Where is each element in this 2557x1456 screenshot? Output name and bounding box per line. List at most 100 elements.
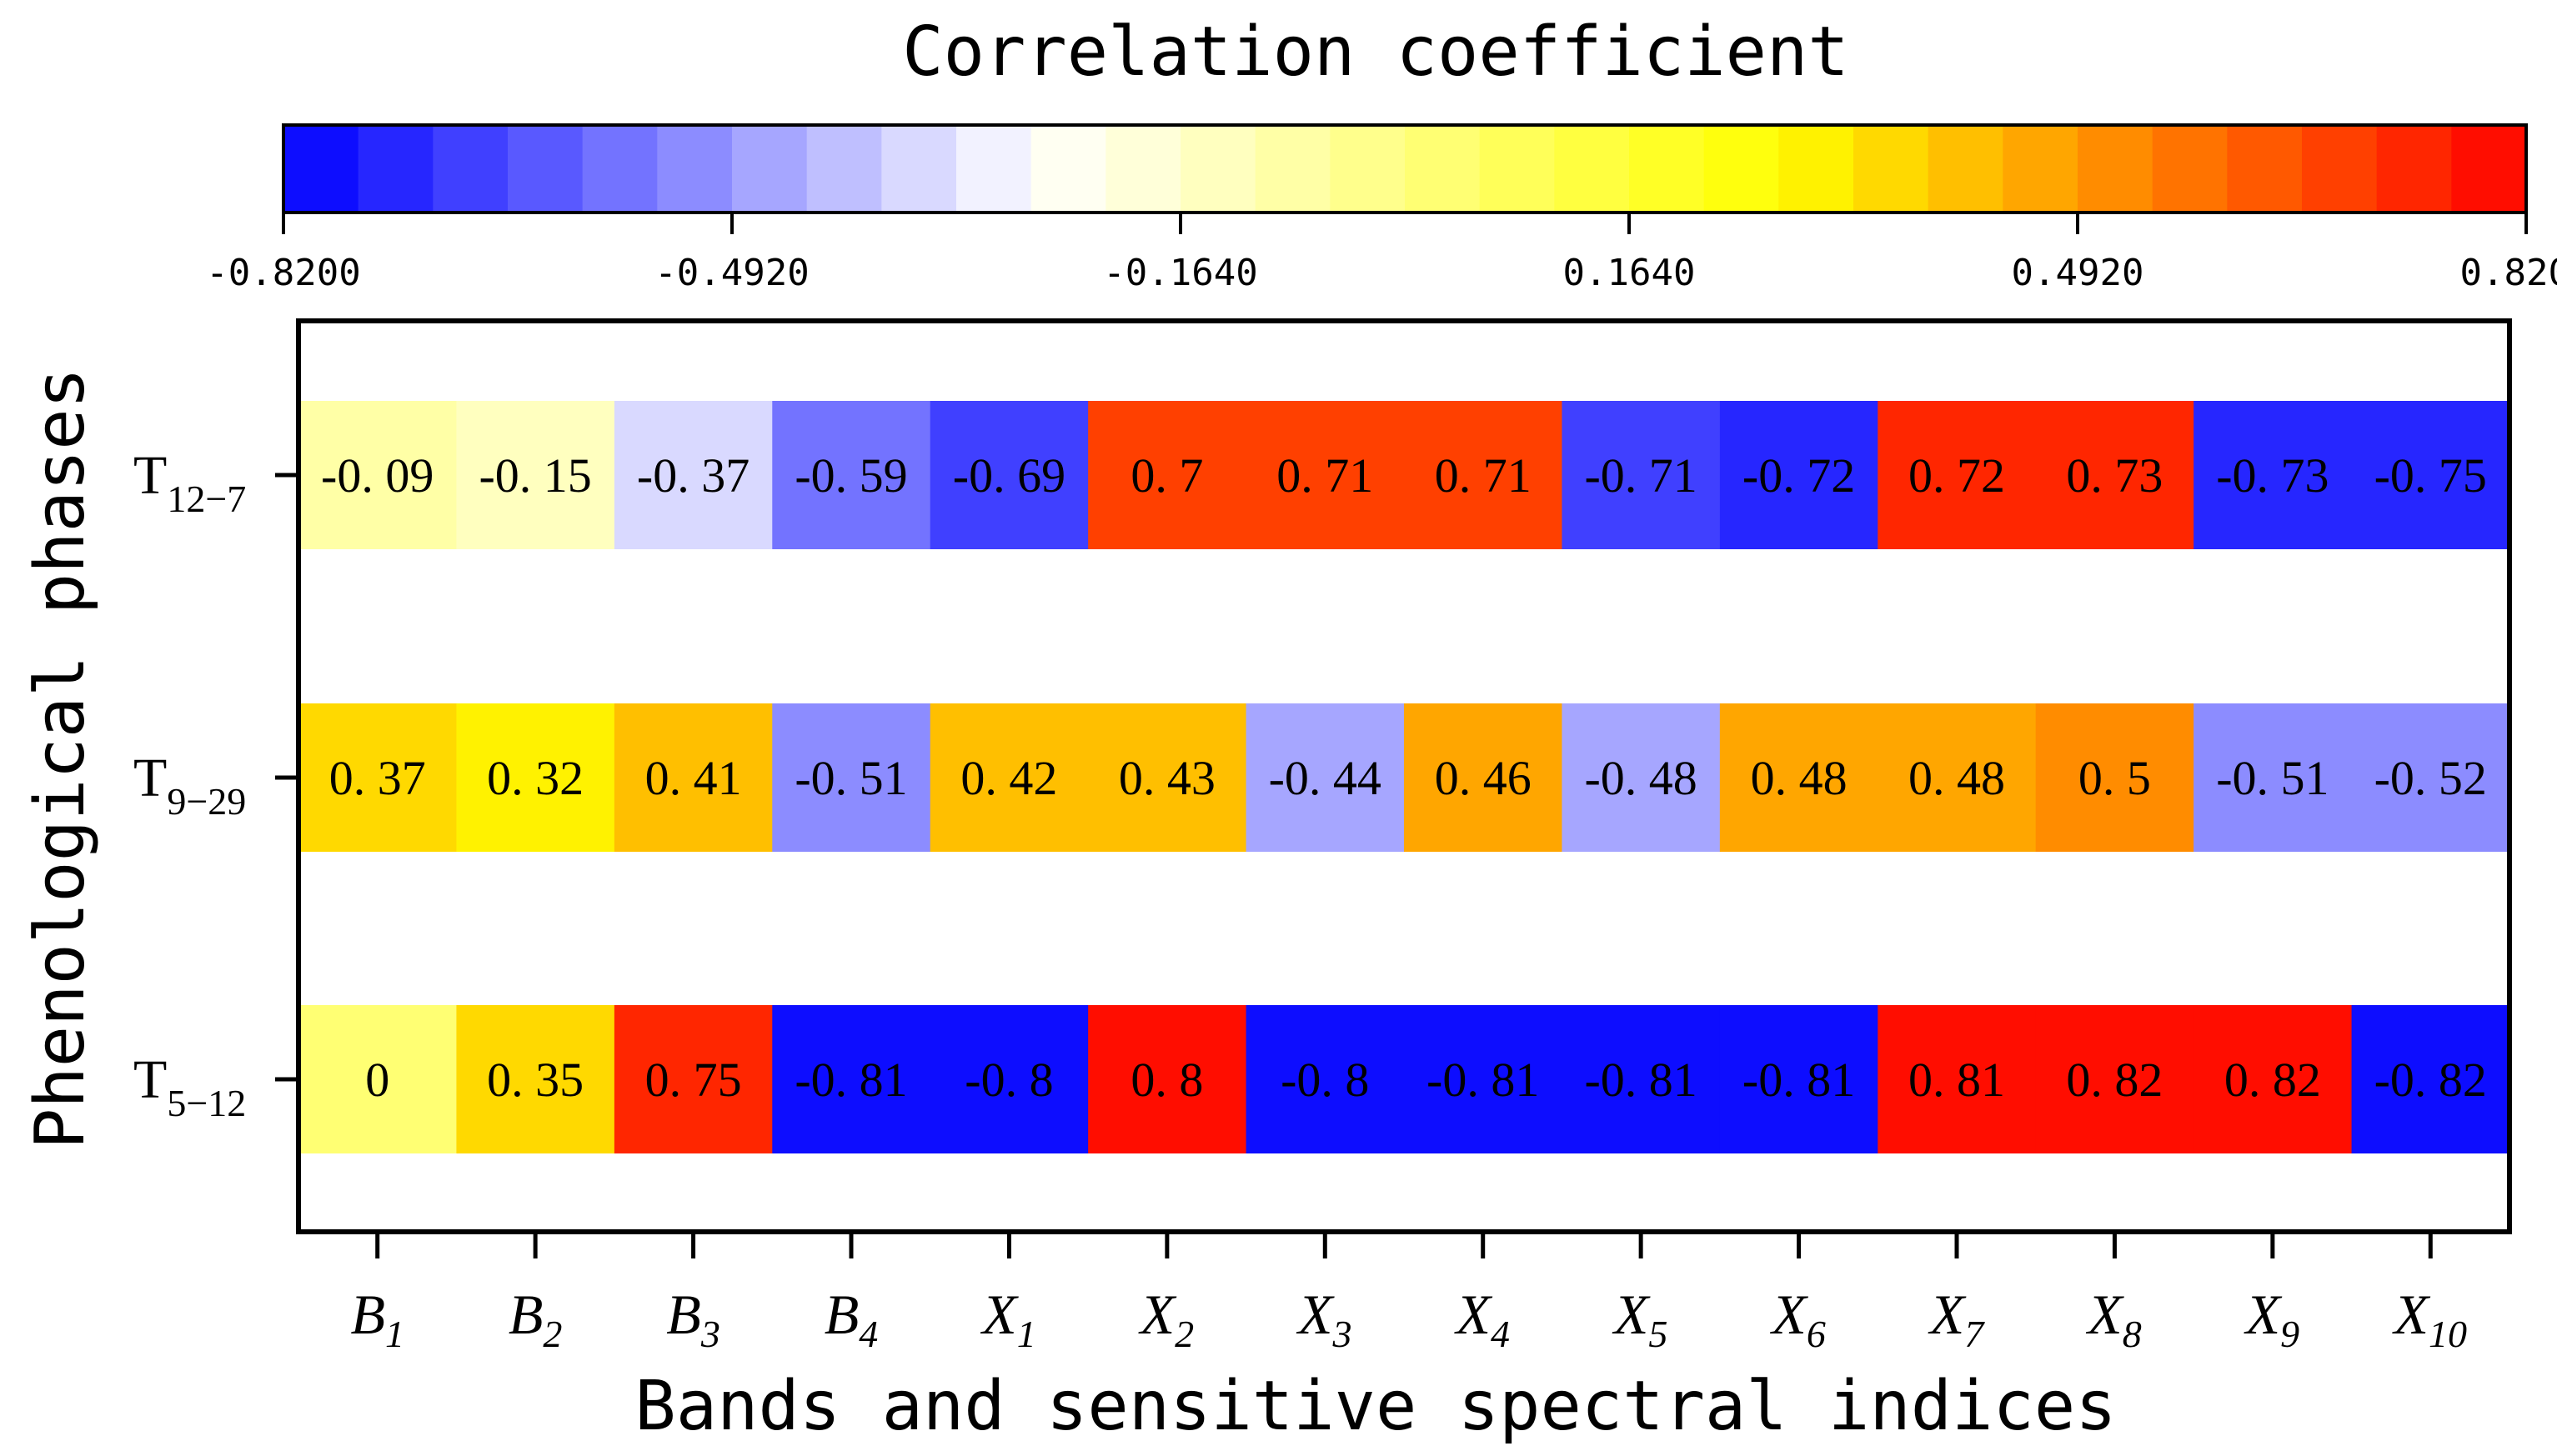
cell-value-label: 0. 72 [1908,448,2005,503]
cell-value-label: 0. 48 [1751,751,1848,805]
heatmap-cell [930,703,1090,852]
heatmap-cell [772,1005,931,1153]
colorbar-swatch [1928,125,2004,213]
heatmap-cell [930,1005,1090,1153]
cell-value-label: -0. 8 [965,1053,1053,1107]
x-tick-label: B4 [825,1283,879,1355]
heatmap-cell [2194,703,2353,852]
colorbar-swatch [433,125,509,213]
heatmap-cell [298,703,458,852]
colorbar-tick-label: 0.1640 [1563,252,1696,294]
cell-value-label: 0. 37 [329,751,426,805]
cell-value-label: -0. 73 [2216,448,2329,503]
x-tick-label: X2 [1138,1283,1195,1355]
colorbar-swatch [358,125,434,213]
cell-value-label: -0. 81 [1426,1053,1539,1107]
colorbar-swatch [657,125,733,213]
heatmap-cell [772,401,931,549]
colorbar-swatch [1554,125,1630,213]
plot-frame [296,318,2512,1234]
colorbar-swatch [1405,125,1481,213]
x-tick-label: X5 [1612,1283,1668,1355]
colorbar-swatch [881,125,957,213]
cell-value-label: 0. 71 [1435,448,1532,503]
cell-value-label: 0. 73 [2066,448,2163,503]
x-tick-label: X7 [1928,1283,1986,1355]
heatmap-cell [456,1005,615,1153]
cell-value-label: 0. 7 [1131,448,1203,503]
heatmap-cell [2351,401,2510,549]
cell-value-label: 0. 5 [2078,751,2151,805]
heatmap-cell [1246,703,1405,852]
cell-value-label: 0. 42 [960,751,1057,805]
heatmap-cell [1088,1005,1247,1153]
heatmap-cell [456,703,615,852]
cell-value-label: -0. 51 [795,751,907,805]
cell-value-label: 0. 75 [645,1053,742,1107]
colorbar-swatch [508,125,584,213]
cell-value-label: 0. 46 [1435,751,1532,805]
heatmap-cell [2351,1005,2510,1153]
colorbar-tick-label: -0.1640 [1103,252,1257,294]
colorbar-swatch [1703,125,1780,213]
colorbar-swatch [2302,125,2378,213]
cell-value-label: 0. 82 [2224,1053,2321,1107]
cell-value-label: -0. 82 [2374,1053,2487,1107]
heatmap-cell [1088,703,1247,852]
cell-value-label: 0. 48 [1908,751,2005,805]
cell-value-label: -0. 37 [637,448,750,503]
cell-value-label: 0. 35 [487,1053,584,1107]
cell-value-label: -0. 8 [1281,1053,1369,1107]
heatmap-cell [1246,1005,1405,1153]
x-tick-label: B2 [509,1283,563,1355]
cell-value-label: -0. 48 [1584,751,1697,805]
heatmap-cell [1878,401,2037,549]
cell-value-label: -0. 71 [1584,448,1697,503]
colorbar-swatch [2003,125,2078,213]
cell-value-label: -0. 09 [321,448,434,503]
heatmap-cell [1246,401,1405,549]
heatmap-cell [298,401,458,549]
cell-value-label: 0. 8 [1131,1053,1203,1107]
x-tick-label: B1 [350,1283,404,1355]
cell-value-label: -0. 44 [1269,751,1381,805]
heatmap-cell [614,703,774,852]
heatmap-cell [1562,703,1721,852]
colorbar-swatch [582,125,659,213]
colorbar-swatch [1629,125,1705,213]
heatmap-cell [1404,703,1563,852]
cell-value-label: -0. 72 [1742,448,1855,503]
heatmap-cell [2194,401,2353,549]
colorbar-swatch [1106,125,1181,213]
y-tick-label: T12−7 [133,445,246,520]
x-tick-label: X1 [980,1283,1036,1355]
colorbar-tick-label: -0.8200 [206,252,360,294]
cell-value-label: -0. 52 [2374,751,2487,805]
x-tick-label: X9 [2244,1283,2300,1355]
heatmap-cell [930,401,1090,549]
colorbar-tick-label: 0.8200 [2460,252,2557,294]
heatmap-cell [1719,401,1879,549]
colorbar-swatch [1030,125,1107,213]
cell-value-label: -0. 81 [795,1053,907,1107]
heatmap-cell [1878,1005,2037,1153]
cell-value-label: -0. 81 [1584,1053,1697,1107]
colorbar-swatch [1255,125,1331,213]
heatmap-cell [1562,1005,1721,1153]
heatmap-cell [614,1005,774,1153]
x-tick-label: X8 [2085,1283,2142,1355]
colorbar-title: Correlation coefficient [902,13,1848,92]
heatmap-cell [456,401,615,549]
colorbar: -0.8200 -0.4920 -0.1640 0.1640 0.4920 0.8200 [206,123,2557,294]
cell-value-label: 0. 82 [2066,1053,2163,1107]
colorbar-swatch [1479,125,1556,213]
x-tick-label: X4 [1453,1283,1510,1355]
colorbar-swatch [1853,125,1929,213]
heatmap-cell [1404,401,1563,549]
heatmap-cell [614,401,774,549]
colorbar-swatch [1778,125,1854,213]
cell-value-label: 0. 81 [1908,1053,2005,1107]
cell-value-label: -0. 81 [1742,1053,1855,1107]
colorbar-swatch [732,125,808,213]
heatmap-grid: -0. 09 -0. 15 -0. 37 -0. 59 -0. 69 0. 7 0. 71 0… [133,318,2512,1355]
